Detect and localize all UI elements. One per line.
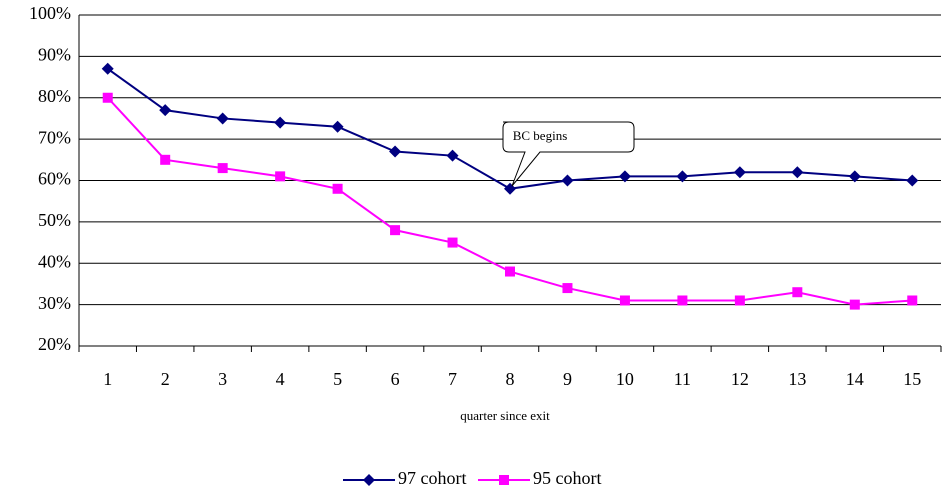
marker: [217, 163, 228, 174]
marker: [734, 295, 745, 306]
x-tick-label: 6: [391, 369, 400, 389]
marker: [363, 474, 375, 486]
marker: [505, 266, 515, 277]
marker: [275, 171, 286, 182]
x-tick-label: 2: [161, 369, 170, 389]
y-tick-label: 60%: [38, 169, 71, 189]
marker: [907, 295, 918, 306]
y-tick-label: 70%: [38, 127, 71, 147]
marker: [618, 170, 631, 183]
x-tick-label: 9: [563, 369, 572, 389]
marker: [619, 295, 630, 306]
y-tick-label: 90%: [38, 45, 71, 65]
marker: [562, 283, 573, 294]
marker: [216, 112, 229, 125]
marker: [849, 299, 860, 310]
y-tick-label: 100%: [29, 3, 71, 23]
marker: [101, 62, 114, 75]
x-tick-label: 10: [616, 369, 634, 389]
marker: [504, 182, 516, 195]
marker: [160, 154, 171, 165]
marker: [499, 475, 509, 485]
x-tick-label: 5: [333, 369, 342, 389]
x-tick-label: 8: [506, 369, 515, 389]
marker: [332, 183, 343, 194]
marker: [446, 149, 459, 162]
x-tick-label: 7: [448, 369, 457, 389]
marker: [389, 145, 402, 158]
marker: [390, 225, 401, 236]
x-tick-label: 11: [674, 369, 691, 389]
annotation: BC begins: [513, 128, 568, 143]
x-tick-label: 1: [103, 369, 112, 389]
marker: [906, 174, 919, 187]
y-tick-label: 80%: [38, 86, 71, 106]
y-tick-label: 40%: [38, 251, 71, 271]
legend-label: 97 cohort: [398, 468, 466, 488]
y-tick-label: 20%: [38, 334, 71, 354]
marker: [561, 174, 574, 187]
marker: [792, 287, 803, 298]
x-tick-label: 4: [276, 369, 285, 389]
x-axis-label: quarter since exit: [460, 408, 550, 423]
x-tick-label: 13: [788, 369, 806, 389]
marker: [791, 166, 804, 179]
marker: [848, 170, 861, 183]
marker: [447, 237, 458, 248]
x-tick-label: 14: [846, 369, 864, 389]
marker: [331, 120, 344, 133]
x-tick-label: 12: [731, 369, 749, 389]
x-tick-label: 15: [903, 369, 921, 389]
y-tick-label: 30%: [38, 293, 71, 313]
callout: [502, 121, 635, 187]
marker: [733, 166, 746, 179]
marker: [676, 170, 689, 183]
marker: [159, 104, 172, 117]
marker: [102, 92, 113, 103]
marker: [274, 116, 287, 129]
legend-label: 95 cohort: [533, 468, 601, 488]
marker: [677, 295, 688, 306]
y-tick-label: 50%: [38, 210, 71, 230]
x-tick-label: 3: [218, 369, 227, 389]
